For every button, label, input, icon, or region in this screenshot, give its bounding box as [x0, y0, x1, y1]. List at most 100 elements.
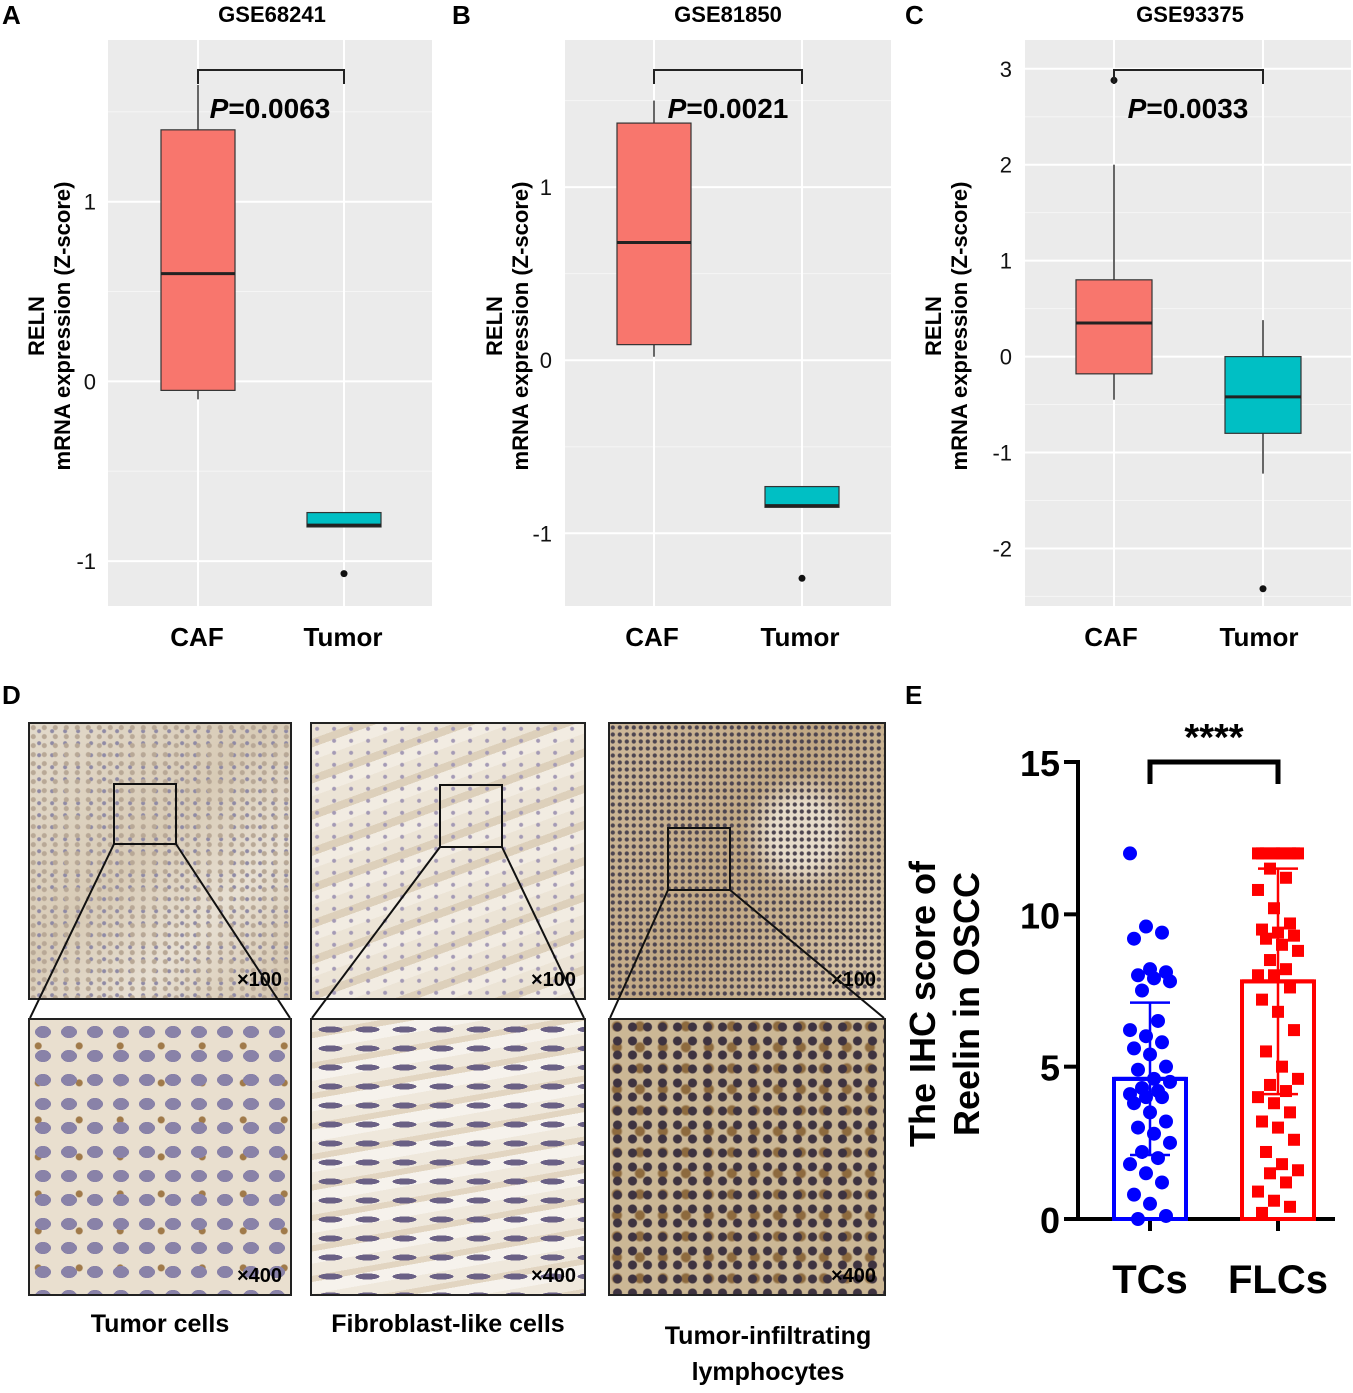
chart-e-point-tcs: [1139, 919, 1153, 934]
chart-e-point-tcs: [1131, 968, 1145, 983]
chart-a-x-label-caf: CAF: [170, 622, 224, 652]
chart-a-tumor-box: [306, 511, 382, 528]
chart-e-point-tcs: [1131, 1120, 1145, 1135]
chart-a-significance-bracket: [197, 69, 345, 84]
micrograph-2-high-mag: ×400: [530, 1265, 576, 1287]
chart-e-point-tcs: [1143, 1196, 1157, 1211]
chart-e-point-tcs: [1127, 1096, 1141, 1111]
micrograph-1-low-mag: ×100: [236, 969, 282, 991]
chart-e-point-flcs: [1252, 1185, 1264, 1198]
chart-c-svg: -2 -1 0 1 2 3 P=0.0033: [992, 40, 1351, 606]
chart-e-point-tcs: [1139, 1166, 1153, 1181]
roi-connector-2b: [501, 846, 585, 1019]
micrograph-fibroblast-low: ×100: [310, 722, 586, 1000]
chart-e-point-tcs: [1151, 1151, 1165, 1166]
chart-a-y-tick-label: 0: [84, 369, 96, 394]
chart-c-y-tick-label: 3: [1000, 57, 1012, 82]
chart-e-point-tcs: [1131, 1062, 1145, 1077]
chart-e-significance-label: ****: [1184, 717, 1243, 759]
chart-e-point-flcs: [1276, 847, 1288, 860]
chart-c-y-tick-label: -1: [992, 441, 1012, 466]
chart-e-point-tcs: [1123, 846, 1137, 861]
chart-e-point-flcs: [1256, 993, 1268, 1006]
roi-connector-3b: [729, 889, 885, 1019]
roi-box-3: [667, 827, 731, 891]
chart-e-point-tcs: [1163, 974, 1177, 989]
chart-e-x-label-tcs: TCs: [1112, 1258, 1188, 1302]
chart-e-point-tcs: [1123, 1023, 1137, 1038]
chart-e-point-flcs: [1252, 969, 1264, 982]
chart-b-svg: -1 0 1 P=0.0021: [532, 40, 891, 606]
chart-e-point-tcs: [1159, 1059, 1173, 1074]
chart-e-point-tcs: [1159, 1208, 1173, 1223]
chart-e-y-tick-label: 0: [1040, 1200, 1060, 1241]
panel-letter-a: A: [2, 0, 21, 30]
caption-tumor-cells: Tumor cells: [0, 1306, 320, 1342]
chart-e-point-flcs: [1276, 1158, 1288, 1171]
chart-e-point-tcs: [1127, 1187, 1141, 1202]
caption-3-line1: Tumor-infiltrating: [664, 1322, 872, 1350]
chart-c-p-value: P=0.0033: [1128, 93, 1249, 124]
chart-e-y-tick-label: 10: [1020, 895, 1060, 936]
micrograph-fibroblast-high: ×400: [310, 1018, 586, 1296]
micrograph-1-high-mag: ×400: [236, 1265, 282, 1287]
caption-fibroblast: Fibroblast-like cells: [288, 1306, 608, 1342]
chart-e-point-flcs: [1280, 1176, 1292, 1189]
chart-e-point-flcs: [1264, 1167, 1276, 1180]
chart-a-title: GSE68241: [218, 2, 326, 27]
chart-c-y-tick-label: -2: [992, 536, 1012, 561]
chart-b-title: GSE81850: [674, 2, 782, 27]
chart-e-point-flcs: [1280, 963, 1292, 976]
chart-e-point-flcs: [1272, 1121, 1284, 1134]
chart-e-point-flcs: [1280, 871, 1292, 884]
chart-b-y-tick-label: 0: [540, 348, 552, 373]
chart-c-tumor-box: [1224, 355, 1302, 434]
chart-e-point-tcs: [1127, 1041, 1141, 1056]
chart-a-p-value: P=0.0063: [210, 93, 331, 124]
chart-e-point-flcs: [1260, 1145, 1272, 1158]
chart-e-point-flcs: [1264, 954, 1276, 967]
micrograph-tumor-cells-high: ×400: [28, 1018, 292, 1296]
micrograph-2-low-mag: ×100: [530, 969, 576, 991]
chart-e-point-flcs: [1252, 883, 1264, 896]
chart-e-point-tcs: [1163, 1135, 1177, 1150]
micrograph-til-high: ×400: [608, 1018, 886, 1296]
chart-e-point-flcs: [1256, 1206, 1268, 1219]
chart-b-p-number: =0.0021: [686, 93, 788, 124]
chart-e-point-flcs: [1288, 1024, 1300, 1037]
chart-c-y-tick-label: 1: [1000, 249, 1012, 274]
chart-a-y-tick-label: -1: [76, 549, 96, 574]
chart-b-y-tick-label: 1: [540, 175, 552, 200]
panel-letter-b: B: [452, 0, 471, 30]
chart-e-point-tcs: [1155, 1175, 1169, 1190]
chart-e-point-tcs: [1127, 931, 1141, 946]
chart-e-point-flcs: [1260, 932, 1272, 945]
chart-a-y-tick-label: 1: [84, 190, 96, 215]
chart-e-y-axis-label-line1: The IHC score of: [902, 860, 943, 1148]
chart-e-point-flcs: [1256, 1115, 1268, 1128]
chart-b-x-label-caf: CAF: [625, 622, 679, 652]
chart-c-p-number: =0.0033: [1146, 93, 1248, 124]
chart-a-x-label-tumor: Tumor: [303, 622, 383, 652]
chart-e-point-tcs: [1155, 925, 1169, 940]
chart-b-x-label-tumor: Tumor: [760, 622, 840, 652]
roi-box-2: [439, 784, 503, 848]
chart-e-x-label-flcs: FLCs: [1228, 1258, 1328, 1302]
chart-e-point-flcs: [1264, 1078, 1276, 1091]
chart-e-point-flcs: [1260, 1045, 1272, 1058]
chart-e-point-flcs: [1260, 847, 1272, 860]
micrograph-til-low: ×100: [608, 722, 886, 1000]
chart-e-point-flcs: [1292, 944, 1304, 957]
chart-e-point-flcs: [1268, 1194, 1280, 1207]
chart-c-x-label-tumor: Tumor: [1219, 622, 1299, 652]
chart-c-tumor-outlier: [1259, 585, 1267, 593]
chart-e-point-flcs: [1284, 917, 1296, 930]
chart-c-x-label-caf: CAF: [1084, 622, 1138, 652]
chart-e-y-axis-label-line2: Reelin in OSCC: [946, 871, 987, 1137]
chart-c-caf-box: [1075, 279, 1153, 375]
micrograph-3-low-mag: ×100: [830, 969, 876, 991]
chart-a-p-label: P: [210, 93, 229, 124]
chart-c-p-label: P: [1128, 93, 1147, 124]
chart-e-point-flcs: [1292, 847, 1304, 860]
caption-3-line2: lymphocytes: [691, 1358, 845, 1386]
